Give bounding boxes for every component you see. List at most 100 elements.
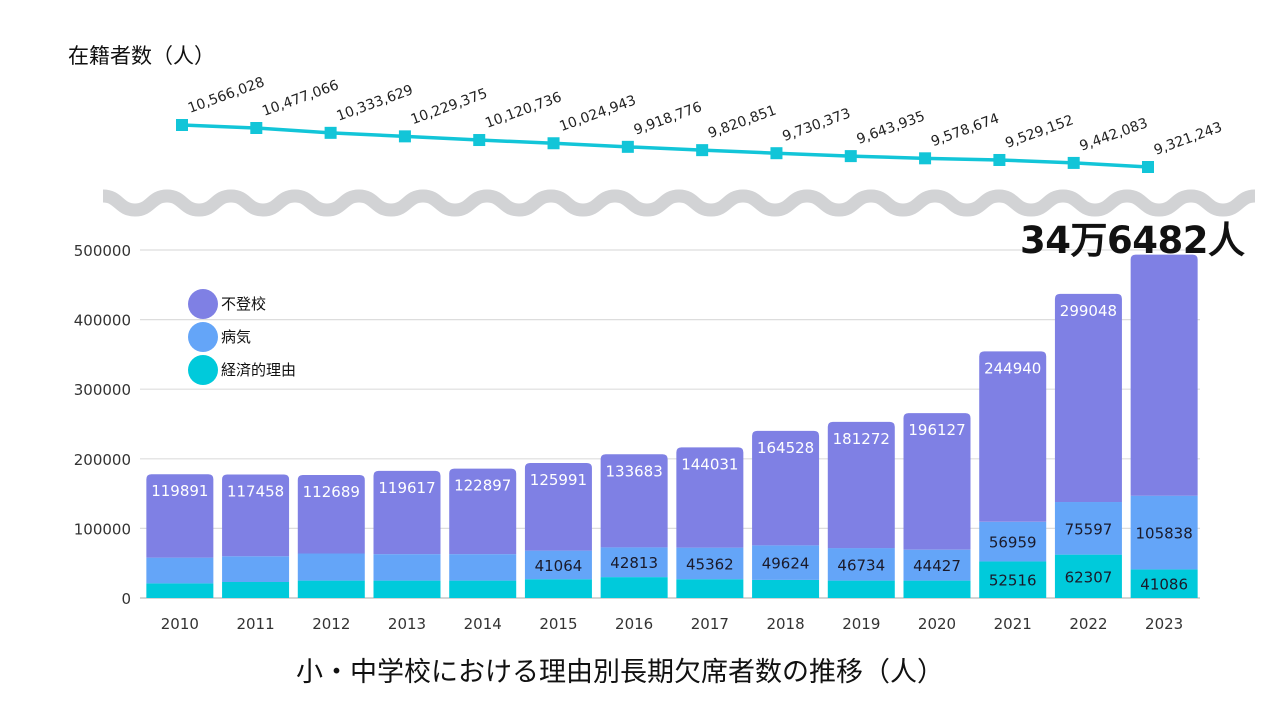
x-tick-label: 2013: [388, 615, 426, 633]
x-tick-label: 2016: [615, 615, 653, 633]
bar-group-2023: 41086 105838: [1130, 254, 1198, 598]
bar-segment-keizai: [752, 579, 820, 598]
bar-segment-futoko: [676, 447, 744, 548]
bar-value-label: 164528: [757, 439, 814, 457]
enrollment-marker: [919, 152, 932, 165]
x-tick-label: 2020: [918, 615, 956, 633]
y-tick-label: 500000: [74, 242, 131, 260]
y-tick-label: 200000: [74, 451, 131, 469]
bar-value-label: 46734: [837, 556, 885, 574]
axis-break-wave-path: [102, 189, 1256, 217]
enrollment-value-label: 9,730,373: [780, 106, 852, 145]
bar-value-label: 196127: [908, 421, 965, 439]
x-tick-label: 2017: [691, 615, 729, 633]
bar-segment-futoko: [752, 430, 820, 546]
bar-segment-byoki: [1130, 495, 1198, 570]
bar-segment-byoki: [903, 549, 971, 581]
bar-segment-keizai: [1054, 554, 1122, 598]
enrollment-marker: [844, 150, 857, 163]
bar-segment-byoki: [449, 554, 517, 581]
bar-group-2016: 42813 133683: [600, 454, 668, 598]
bar-group-2017: 45362 144031: [676, 447, 744, 598]
x-axis-ticks: 2010 2011 2012 2013 2014 2015 2016 2017 2018 2019…: [161, 615, 1183, 633]
bar-segment-futoko: [1054, 293, 1122, 503]
enrollment-marker: [621, 140, 634, 153]
bar-value-label: 42813: [610, 554, 658, 572]
y-tick-label: 100000: [74, 520, 131, 538]
enrollment-value-label: 9,321,243: [1152, 119, 1224, 158]
bar-segment-keizai: [676, 579, 744, 598]
bar-segment-keizai: [146, 583, 214, 598]
bar-value-label: 56959: [989, 534, 1037, 552]
x-tick-label: 2014: [464, 615, 502, 633]
bar-value-label: 49624: [762, 555, 810, 573]
legend-swatch-byoki: [188, 321, 218, 352]
bar-segment-byoki: [524, 550, 592, 580]
bar-segment-keizai: [524, 579, 592, 598]
bar-segment-futoko: [449, 468, 517, 555]
bar-value-label: 144031: [681, 455, 738, 473]
bar-group-2013: 119617: [373, 470, 441, 598]
enrollment-value-label: 10,024,943: [557, 93, 638, 135]
bar-group-2020: 44427 196127: [903, 413, 971, 598]
enrollment-line-path: [181, 123, 1149, 169]
bar-segment-keizai: [1130, 569, 1198, 598]
axis-break-wave: [102, 189, 1256, 217]
enrollment-marker: [473, 134, 486, 147]
x-tick-label: 2021: [994, 615, 1032, 633]
bar-segment-byoki: [297, 553, 365, 581]
bar-segment-futoko: [373, 470, 441, 555]
enrollment-marker: [993, 153, 1006, 166]
bar-value-label: 125991: [530, 471, 587, 489]
bar-segment-byoki: [752, 545, 820, 580]
bar-segment-byoki: [222, 556, 290, 582]
bar-segment-futoko: [524, 462, 592, 551]
bar-group-2014: 122897: [449, 468, 517, 598]
bar-segment-keizai: [449, 580, 517, 598]
enrollment-value-label: 9,820,851: [706, 102, 778, 141]
enrollment-marker: [176, 119, 188, 131]
bar-value-label: 133683: [606, 462, 663, 480]
bar-segment-byoki: [827, 548, 895, 581]
bar-group-2021: 52516 56959 244940: [979, 351, 1047, 598]
bar-segment-byoki: [1054, 502, 1122, 555]
bar-group-2011: 117458: [222, 474, 290, 598]
x-tick-label: 2012: [312, 615, 350, 633]
enrollment-value-label: 9,442,083: [1078, 115, 1150, 154]
bar-value-label: 62307: [1065, 568, 1113, 586]
bar-segment-keizai: [297, 580, 365, 598]
legend-swatch-keizai: [188, 354, 218, 385]
bar-segment-futoko: [297, 475, 365, 554]
main-title: 小・中学校における理由別長期欠席者数の推移（人）: [296, 657, 944, 688]
bar-segment-futoko: [903, 413, 971, 550]
x-tick-label: 2023: [1145, 615, 1183, 633]
bar-segment-keizai: [903, 580, 971, 598]
legend-item-byoki: 病気: [188, 320, 296, 353]
bar-segment-keizai: [600, 577, 668, 598]
enrollment-value-label: 10,333,629: [335, 82, 416, 124]
bar-segment-byoki: [146, 557, 214, 584]
legend-label: 不登校: [221, 295, 267, 313]
x-tick-label: 2010: [161, 615, 199, 633]
bar-value-label: 119617: [378, 479, 435, 497]
bar-value-label: 105838: [1136, 525, 1193, 543]
bar-segment-keizai: [979, 561, 1047, 598]
bar-group-2015: 41064 125991: [524, 462, 592, 598]
enrollment-marker: [770, 147, 783, 160]
enrollment-marker: [324, 126, 337, 139]
bar-group-2022: 62307 75597 299048: [1054, 293, 1122, 598]
enrollment-line: 10,566,02810,477,06610,333,62910,229,375…: [176, 74, 1224, 173]
enrollment-value-label: 10,477,066: [260, 77, 341, 119]
bar-segment-byoki: [600, 547, 668, 578]
bar-value-label: 112689: [303, 483, 360, 501]
bars: 119891 117458 112689 119617 122897 41064 12599…: [146, 254, 1198, 598]
bar-segment-byoki: [676, 547, 744, 580]
enrollment-value-label: 9,643,935: [855, 108, 927, 147]
enrollment-value-label: 9,918,776: [632, 99, 705, 138]
bar-segment-byoki: [373, 554, 441, 581]
legend-label: 経済的理由: [221, 361, 297, 379]
enrollment-value-label: 9,529,152: [1003, 112, 1075, 151]
x-tick-label: 2018: [766, 615, 804, 633]
y-axis-ticks: 0 100000 200000 300000 400000 500000: [74, 242, 131, 608]
